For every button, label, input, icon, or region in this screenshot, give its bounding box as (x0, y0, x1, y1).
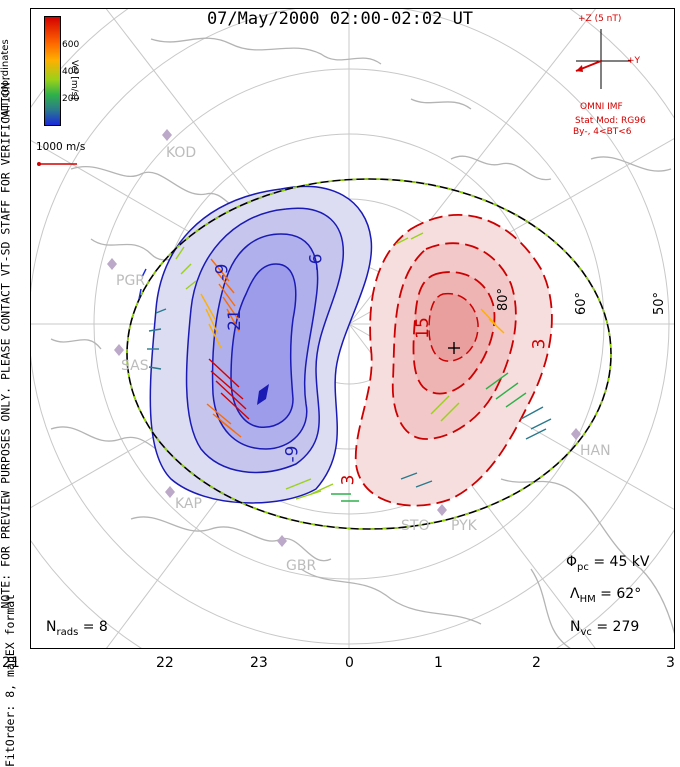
colorbar-tick-400: 400 (62, 67, 80, 77)
colorbar-tick-600: 600 (62, 40, 80, 50)
negative-potential-cell (149, 185, 373, 504)
lat-label-50: 50° (652, 291, 668, 316)
boundary-vectors (126, 178, 612, 530)
potential-max-marker (448, 342, 460, 354)
station-kod: KOD (166, 145, 197, 161)
cross-polar-potential: Φpc = 45 kV (566, 554, 650, 573)
contour-label-neg-9b: -9 (282, 445, 303, 463)
imf-source: OMNI IMF (580, 102, 623, 112)
stat-model-label: Stat Mod: RG96 (575, 116, 646, 126)
imf-dial (575, 29, 631, 89)
colorbar-tick-200: 200 (62, 94, 80, 104)
station-pgr: PGR (116, 273, 146, 289)
imf-y-label: +Y (627, 56, 641, 66)
hm-latitude: ΛHM = 62° (570, 586, 642, 605)
contour-label-neg-9a: -9 (212, 263, 233, 281)
mlt-tick-0: 0 (345, 655, 354, 671)
contour-label-neg-6: -6 (306, 253, 327, 271)
lambda-hm-value: 62° (616, 586, 642, 602)
imf-z-label: +Z (5 nT) (578, 14, 622, 24)
station-pyk: PYK (451, 518, 477, 534)
longitude-grid (31, 9, 674, 648)
mlt-tick-2: 2 (532, 655, 541, 671)
station-sas: SAS (121, 358, 149, 374)
mlt-tick-1: 1 (434, 655, 443, 671)
lat-label-60: 60° (574, 291, 590, 316)
mlt-tick-22: 22 (156, 655, 174, 671)
fit-order-note: FitOrder: 8, mapEX format (3, 593, 17, 767)
contour-label-pos-3a: 3 (529, 338, 550, 350)
contour-label-neg-21: 21 (224, 309, 245, 331)
contour-label-pos-15: 15 (412, 317, 433, 339)
velocity-colorbar (44, 16, 61, 126)
phi-pc-value: 45 kV (609, 554, 650, 570)
n-vc-value: 279 (612, 619, 640, 635)
mlt-tick-3: 3 (666, 655, 675, 671)
map-frame (30, 8, 675, 649)
map-title: 07/May/2000 02:00-02:02 UT (206, 9, 474, 29)
station-gbr: GBR (286, 558, 317, 574)
radar-count: Nrads = 8 (46, 619, 108, 638)
station-markers (107, 129, 581, 547)
positive-potential-cell (354, 214, 553, 507)
mlt-tick-23: 23 (250, 655, 268, 671)
reference-vector (37, 162, 77, 166)
velocity-vectors (138, 232, 552, 502)
station-sto: STO (401, 518, 430, 534)
polar-map (31, 9, 674, 648)
n-rads-value: 8 (98, 619, 108, 635)
vector-count: Nvc = 279 (570, 619, 640, 638)
contour-label-pos-3b: 3 (338, 474, 359, 486)
stat-model-condition: By-, 4<BT<6 (573, 127, 632, 137)
mlt-tick-21: 21 (2, 655, 20, 671)
station-kap: KAP (175, 496, 202, 512)
reference-vector-label: 1000 m/s (36, 141, 86, 153)
station-han: HAN (580, 443, 611, 459)
lat-label-80: 80° (496, 287, 512, 312)
colorbar-title: Vel [m/s] (69, 60, 79, 100)
